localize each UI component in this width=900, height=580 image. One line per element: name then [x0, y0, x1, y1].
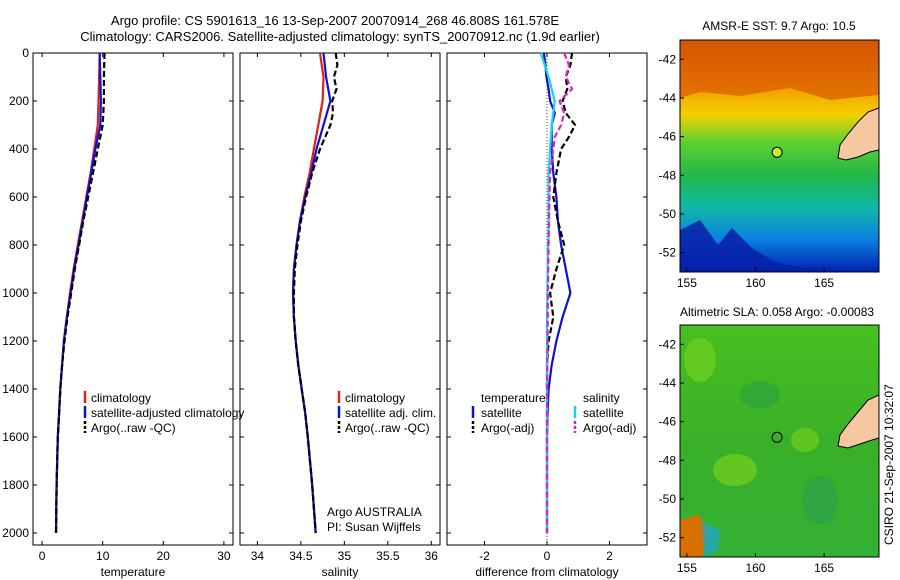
- legend-label-climatology: climatology: [345, 391, 405, 405]
- x-axis-label: difference from climatology: [475, 565, 618, 579]
- sla-blob: [802, 476, 838, 524]
- map-y-tick-label: -48: [659, 453, 677, 467]
- y-tick-label: 800: [9, 238, 29, 252]
- legend-label-satellite: satellite adj. clim.: [345, 406, 436, 420]
- sst-map-panel: AMSR-E SST: 9.7 Argo: 10.5 155 160 165 -42 -…: [659, 19, 880, 290]
- sla-blob: [684, 338, 716, 382]
- map-x-tick-label: 160: [745, 561, 765, 575]
- x-tick-label: 2: [606, 549, 613, 563]
- map-y-tick-label: -52: [659, 531, 677, 545]
- x-tick-label: 0: [544, 549, 551, 563]
- x-tick-label: 10: [96, 549, 110, 563]
- x-tick-label: 36: [425, 549, 439, 563]
- series-line-satellite-adj-clim: [291, 52, 332, 534]
- x-tick-label: -2: [479, 549, 490, 563]
- x-tick-label: 34.5: [289, 549, 313, 563]
- x-tick-label: 20: [157, 549, 171, 563]
- y-tick-label: 0: [22, 46, 29, 60]
- legend-label-sal-satellite: satellite: [583, 406, 624, 420]
- x-axis-label: temperature: [101, 565, 166, 579]
- legend-label-temp-satellite: satellite: [481, 406, 522, 420]
- sst-cold-tongue: [680, 220, 879, 272]
- map-y-tick-label: -46: [659, 415, 677, 429]
- float-pi-label: PI: Susan Wijffels: [327, 520, 421, 534]
- plot-frame: [239, 52, 441, 546]
- map-x-tick-label: 165: [814, 276, 834, 290]
- header-title-line2: Climatology: CARS2006. Satellite-adjuste…: [80, 29, 600, 44]
- y-tick-label: 1200: [2, 334, 29, 348]
- map-y-tick-label: -50: [659, 207, 677, 221]
- map-x-tick-label: 160: [745, 276, 765, 290]
- map-y-tick-label: -44: [659, 91, 677, 105]
- map-x-tick-label: 155: [677, 276, 697, 290]
- salinity-legend: climatology satellite adj. clim. Argo(..…: [327, 391, 436, 534]
- sst-map-title: AMSR-E SST: 9.7 Argo: 10.5: [702, 19, 856, 33]
- sla-blob: [713, 454, 757, 486]
- float-program-label: Argo AUSTRALIA: [327, 505, 422, 519]
- float-position-marker: [771, 431, 783, 443]
- credit-stamp: CSIRO 21-Sep-2007 10:32:07: [882, 384, 896, 545]
- legend-label-temp-argo: Argo(-adj): [481, 421, 534, 435]
- y-tick-label: 200: [9, 94, 29, 108]
- map-y-tick-label: -46: [659, 130, 677, 144]
- series-line-argo-raw-qc: [54, 52, 106, 534]
- x-tick-label: 35: [338, 549, 352, 563]
- y-tick-label: 600: [9, 190, 29, 204]
- y-tick-label: 2000: [2, 526, 29, 540]
- x-tick-label: 0: [39, 549, 46, 563]
- difference-legend: temperature satellite Argo(-adj) salinit…: [471, 391, 636, 435]
- map-y-tick-label: -42: [659, 52, 677, 66]
- map-x-tick-label: 155: [677, 561, 697, 575]
- difference-panel: -2 0 2 difference from climatology: [446, 52, 648, 579]
- map-y-tick-label: -48: [659, 168, 677, 182]
- map-y-tick-label: -44: [659, 376, 677, 390]
- x-tick-label: 35.5: [376, 549, 400, 563]
- legend-label-argo: Argo(..raw -QC): [91, 421, 176, 435]
- land-new-zealand: [837, 394, 879, 449]
- legend-title-temperature: temperature: [481, 391, 546, 405]
- sla-blob: [740, 381, 780, 409]
- sst-map-axes: 155 160 165 -42 -44 -46 -48 -50 -52: [659, 52, 835, 290]
- y-tick-label: 1800: [2, 478, 29, 492]
- y-tick-label: 1400: [2, 382, 29, 396]
- salinity-panel: 34 34.5 35 35.5 36 salinity: [239, 52, 441, 579]
- legend-label-climatology: climatology: [91, 391, 151, 405]
- series-line-salinity-argo-adj: [545, 52, 574, 533]
- temperature-legend: climatology satellite-adjusted climatolo…: [83, 391, 244, 435]
- map-y-tick-label: -52: [659, 246, 677, 260]
- header-title-line1: Argo profile: CS 5901613_16 13-Sep-2007 …: [111, 13, 559, 28]
- legend-label-satellite: satellite-adjusted climatology: [91, 406, 244, 420]
- sla-map-frame: [679, 324, 880, 558]
- sla-map-panel: Altimetric SLA: 0.058 Argo: -0.00083 155…: [659, 305, 880, 575]
- land-new-zealand: [837, 107, 879, 161]
- map-y-tick-label: -50: [659, 492, 677, 506]
- series-line-argo-raw-qc: [292, 52, 339, 534]
- sla-map-axes: 155 160 165 -42 -44 -46 -48 -50 -52: [659, 337, 835, 575]
- sst-warm-core: [680, 40, 879, 100]
- x-axis-label: salinity: [322, 565, 359, 579]
- sla-blob: [791, 428, 819, 452]
- x-tick-label: 30: [217, 549, 231, 563]
- map-y-tick-label: -42: [659, 337, 677, 351]
- sla-cool-anomaly: [702, 522, 720, 557]
- legend-label-sal-argo: Argo(-adj): [583, 421, 636, 435]
- float-position-marker: [771, 146, 783, 158]
- x-tick-label: 34: [251, 549, 265, 563]
- sla-map-title: Altimetric SLA: 0.058 Argo: -0.00083: [680, 305, 874, 319]
- plot-frame: [32, 52, 234, 546]
- y-tick-label: 1600: [2, 430, 29, 444]
- temperature-panel: 0 10 20 30 temperature 0 200 400 600 800 1000 1200 1…: [2, 46, 234, 579]
- map-x-tick-label: 165: [814, 561, 834, 575]
- legend-label-argo: Argo(..raw -QC): [345, 421, 430, 435]
- y-tick-label: 400: [9, 142, 29, 156]
- sst-map-frame: [679, 39, 880, 273]
- legend-title-salinity: salinity: [583, 391, 620, 405]
- y-tick-label: 1000: [2, 286, 29, 300]
